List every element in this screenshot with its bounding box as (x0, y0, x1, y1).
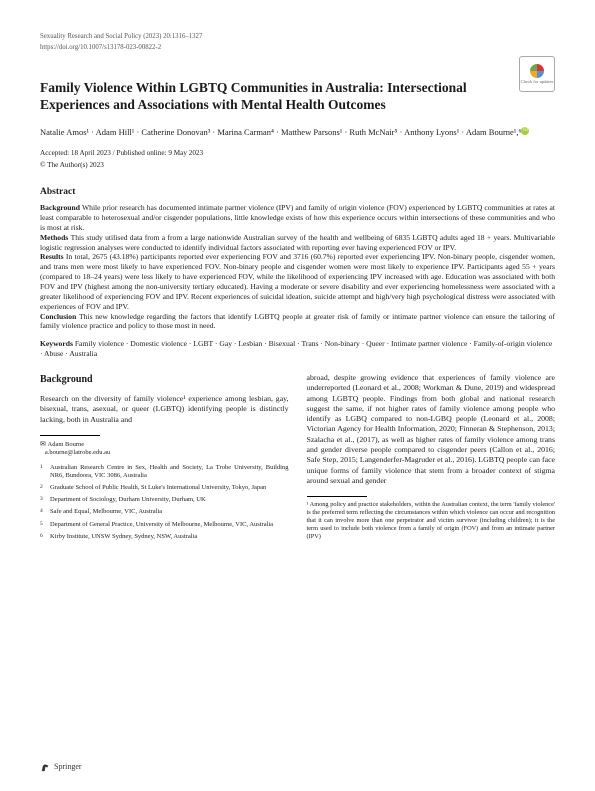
affiliation-4: 4Safe and Equal, Melbourne, VIC, Austral… (40, 508, 289, 516)
crossmark-icon (530, 64, 544, 78)
envelope-icon: ✉ (40, 440, 46, 448)
footnote-rule-right (307, 496, 367, 497)
publisher-logo: Springer (40, 762, 82, 773)
springer-horse-icon (40, 762, 51, 773)
affiliation-2: 2Graduate School of Public Health, St Lu… (40, 484, 289, 492)
copyright: © The Author(s) 2023 (40, 161, 555, 171)
corresponding-author: ✉ Adam Bourne a.bourne@latrobe.edu.au (40, 440, 289, 458)
background-heading: Background (40, 373, 289, 386)
affiliation-1: 1Australian Research Centre in Sex, Heal… (40, 464, 289, 480)
article-title: Family Violence Within LGBTQ Communities… (40, 80, 520, 114)
check-updates-badge[interactable]: Check for updates (519, 56, 555, 92)
journal-info: Sexuality Research and Social Policy (20… (40, 32, 202, 41)
publication-dates: Accepted: 18 April 2023 / Published onli… (40, 149, 555, 159)
affiliation-5: 5Department of General Practice, Univers… (40, 521, 289, 529)
background-text-right: abroad, despite growing evidence that ex… (307, 373, 556, 486)
abstract-conclusion: Conclusion This new knowledge regarding … (40, 312, 555, 332)
affiliation-3: 3Department of Sociology, Durham Univers… (40, 496, 289, 504)
abstract-background: Background While prior research has docu… (40, 203, 555, 233)
affiliation-6: 6Kirby Institute, UNSW Sydney, Sydney, N… (40, 533, 289, 541)
author-list: Natalie Amos¹ · Adam Hill¹ · Catherine D… (40, 126, 555, 139)
check-updates-label: Check for updates (521, 80, 554, 85)
keywords: Keywords Family violence · Domestic viol… (40, 339, 555, 359)
corresponding-email[interactable]: a.bourne@latrobe.edu.au (45, 449, 110, 456)
abstract-methods: Methods This study utilised data from a … (40, 233, 555, 253)
footnote-rule (40, 435, 100, 436)
abstract-results: Results In total, 2675 (43.18%) particip… (40, 252, 555, 311)
abstract-heading: Abstract (40, 186, 555, 199)
doi-link[interactable]: https://doi.org/10.1007/s13178-023-00822… (40, 43, 555, 52)
background-text-left: Research on the diversity of family viol… (40, 394, 289, 425)
footnote-1: ¹ Among policy and practice stakeholders… (307, 501, 556, 540)
orcid-icon[interactable]: iD (521, 127, 529, 135)
